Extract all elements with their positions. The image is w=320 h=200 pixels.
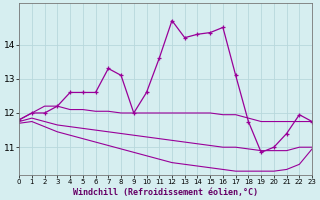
X-axis label: Windchill (Refroidissement éolien,°C): Windchill (Refroidissement éolien,°C) xyxy=(73,188,258,197)
